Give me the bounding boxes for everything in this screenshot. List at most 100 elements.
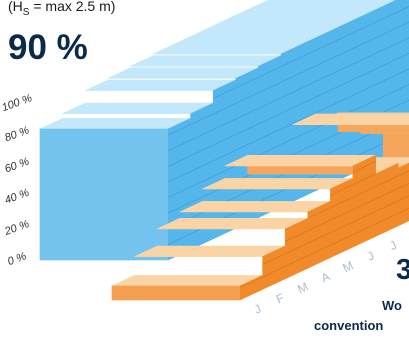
- orange-band-line: [352, 186, 376, 198]
- blue-band-line: [303, 107, 327, 119]
- blue-bar-1: [39, 117, 191, 261]
- orange-end-face: [111, 285, 241, 301]
- blue-band-line: [303, 91, 327, 104]
- month-label-6: J: [365, 248, 376, 263]
- orange-bar-top: [292, 113, 409, 125]
- blue-band-line: [393, 99, 409, 108]
- blue-band-line: [235, 139, 259, 151]
- orange-bar-9: [292, 113, 409, 125]
- blue-band-line: [167, 233, 191, 245]
- y-tick-label-60: 60 %: [3, 156, 31, 176]
- blue-band-line: [348, 101, 372, 114]
- blue-group: [39, 0, 409, 261]
- month-label-5: M: [341, 258, 356, 275]
- blue-bar-top: [243, 0, 395, 12]
- blue-bar-top: [198, 21, 349, 34]
- blue-bar-top: [152, 43, 304, 55]
- blue-band-line: [303, 60, 327, 73]
- orange-band-line: [397, 207, 409, 214]
- orange-band-line: [284, 242, 309, 255]
- blue-bar-top: [130, 55, 282, 67]
- blue-band-line: [325, 49, 350, 62]
- blue-band-line: [167, 186, 191, 199]
- blue-bar-2: [62, 102, 214, 250]
- blue-bar-top: [107, 67, 259, 79]
- blue-band-line: [280, 86, 304, 99]
- blue-band-line: [212, 149, 237, 162]
- orange-bar-top: [202, 178, 354, 190]
- blue-band-line: [371, 13, 395, 25]
- blue-band-line: [303, 122, 327, 135]
- blue-band-line: [190, 191, 214, 204]
- right-caption-line1: Wo: [382, 298, 402, 313]
- blue-band-line: [393, 21, 409, 30]
- orange-band-line: [375, 175, 399, 187]
- blue-band-line: [371, 44, 395, 56]
- orange-bar-top: [179, 201, 331, 213]
- orange-band-line: [284, 255, 309, 267]
- blue-band-line: [348, 54, 372, 67]
- blue-band-line: [303, 44, 327, 57]
- blue-band-line: [348, 132, 372, 145]
- blue-band-line: [348, 23, 372, 36]
- orange-bar-top: [157, 218, 308, 230]
- condition-prefix: (H: [8, 0, 23, 14]
- blue-band-line: [371, 59, 395, 72]
- blue-band-line: [212, 87, 237, 99]
- blue-band-line: [325, 65, 350, 78]
- orange-bar-top: [224, 155, 376, 167]
- orange-bar-1: [111, 274, 263, 301]
- blue-end-highlight: [40, 129, 168, 260]
- blue-band-line: [167, 139, 191, 152]
- orange-band-line: [352, 223, 376, 235]
- orange-bar-front: [262, 245, 286, 290]
- orange-group: [111, 112, 409, 301]
- orange-band-line: [352, 198, 376, 211]
- blue-band-line: [325, 34, 350, 46]
- orange-bar-5: [202, 177, 354, 259]
- orange-band-line: [397, 195, 409, 202]
- blue-band-line: [280, 133, 304, 146]
- blue-band-line: [280, 71, 304, 83]
- blue-band-line: [303, 138, 327, 151]
- orange-band-line: [307, 207, 331, 219]
- orange-bar-front: [307, 200, 331, 269]
- blue-band-line: [325, 143, 350, 156]
- blue-band-line: [258, 81, 282, 94]
- orange-band-line: [330, 184, 354, 196]
- blue-band-line: [258, 190, 282, 203]
- right-headline-value: 3: [396, 254, 409, 286]
- blue-band-line: [280, 55, 304, 68]
- y-tick-label-40: 40 %: [3, 187, 31, 207]
- blue-band-line: [371, 75, 395, 88]
- orange-bar-front: [397, 162, 409, 227]
- orange-band-line: [352, 210, 376, 223]
- blue-band-line: [393, 52, 409, 61]
- blue-band-line: [258, 66, 282, 78]
- orange-band-line: [330, 234, 354, 246]
- orange-bar-6: [224, 154, 376, 248]
- condition-subscript: S: [22, 6, 30, 18]
- orange-band-line: [375, 200, 399, 212]
- blue-end-face: [39, 128, 169, 261]
- orange-bar-2: [134, 245, 286, 290]
- blue-band-line: [167, 170, 191, 183]
- orange-band-line: [262, 265, 286, 278]
- blue-band-line: [393, 68, 409, 77]
- orange-band-line: [375, 187, 399, 200]
- blue-band-line: [212, 102, 237, 115]
- blue-band-line: [280, 102, 304, 114]
- orange-band-line: [307, 244, 331, 257]
- orange-bar-front: [284, 217, 309, 280]
- blue-band-line: [167, 155, 191, 167]
- condition-suffix: = max 2.5 m): [29, 0, 116, 14]
- blue-bar-9: [220, 11, 372, 176]
- blue-bar-top: [62, 102, 214, 114]
- orange-band-line: [352, 161, 376, 173]
- blue-bar-top: [220, 11, 372, 23]
- blue-band-line: [190, 129, 214, 141]
- month-label-4: A: [319, 269, 332, 285]
- blue-bar-5: [130, 55, 282, 219]
- blue-band-line: [371, 28, 395, 41]
